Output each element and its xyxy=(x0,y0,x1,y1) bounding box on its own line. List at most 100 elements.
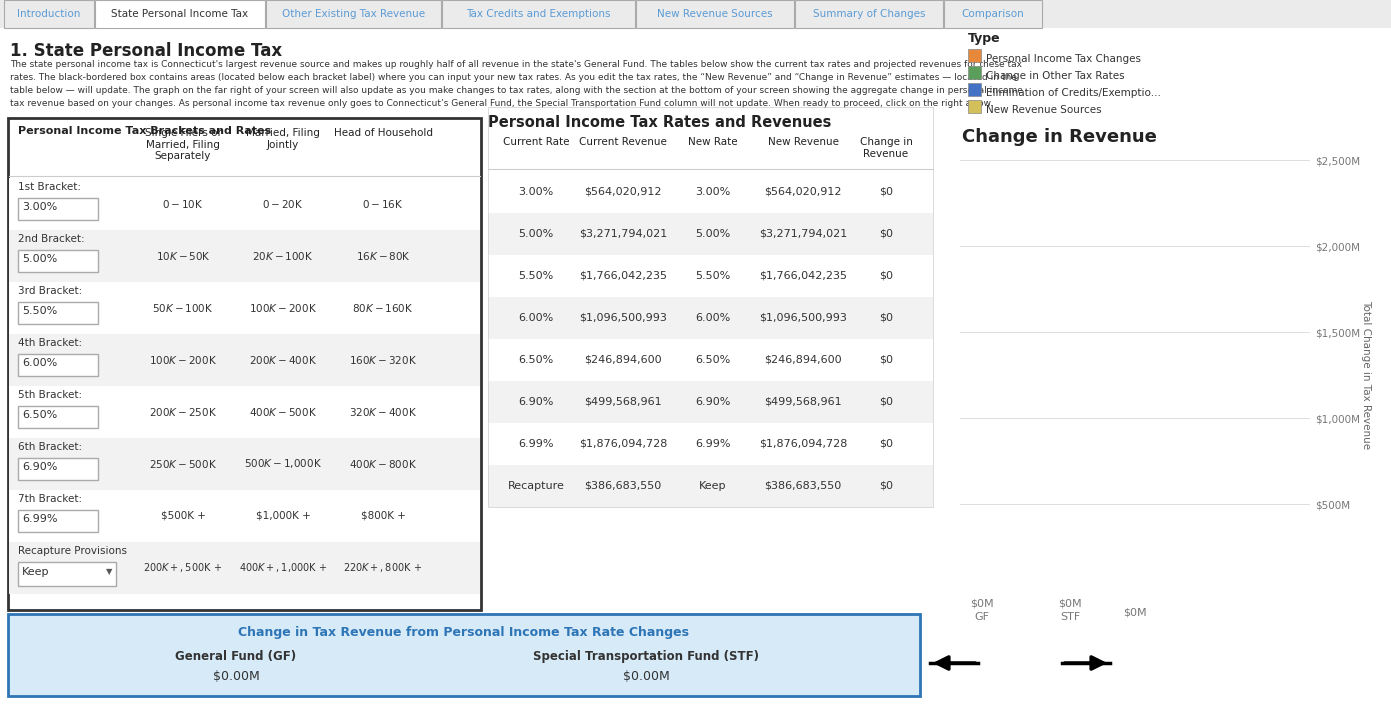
Text: tax revenue based on your changes. As personal income tax revenue only goes to C: tax revenue based on your changes. As pe… xyxy=(10,99,993,108)
Text: $1,096,500,993: $1,096,500,993 xyxy=(579,313,666,323)
Text: 6.99%: 6.99% xyxy=(696,439,730,449)
Text: $499,568,961: $499,568,961 xyxy=(584,397,662,407)
Text: Keep: Keep xyxy=(22,567,50,577)
Text: 6.90%: 6.90% xyxy=(22,462,57,472)
FancyBboxPatch shape xyxy=(18,302,97,324)
Text: Comparison: Comparison xyxy=(961,9,1024,19)
Text: $0: $0 xyxy=(879,271,893,281)
Text: 3.00%: 3.00% xyxy=(696,187,730,197)
Text: $200K - $250K: $200K - $250K xyxy=(149,406,217,418)
FancyBboxPatch shape xyxy=(796,0,943,28)
Text: $20K - $100K: $20K - $100K xyxy=(252,250,314,262)
Text: 5.50%: 5.50% xyxy=(519,271,554,281)
Text: 6.50%: 6.50% xyxy=(696,355,730,365)
Text: Head of Household: Head of Household xyxy=(334,128,433,138)
Text: $500K - $1,000K: $500K - $1,000K xyxy=(243,457,321,470)
Text: $0: $0 xyxy=(879,313,893,323)
Text: $1,766,042,235: $1,766,042,235 xyxy=(759,271,847,281)
Y-axis label: Total Change in Tax Revenue: Total Change in Tax Revenue xyxy=(1362,300,1372,450)
Text: 5.00%: 5.00% xyxy=(519,229,554,239)
Text: 3.00%: 3.00% xyxy=(22,202,57,212)
Text: Recapture: Recapture xyxy=(508,481,565,491)
FancyBboxPatch shape xyxy=(8,282,480,334)
Text: 5.00%: 5.00% xyxy=(696,229,730,239)
Text: $0 - $20K: $0 - $20K xyxy=(263,198,303,210)
Text: Special Transportation Fund (STF): Special Transportation Fund (STF) xyxy=(533,650,759,663)
Text: $0: $0 xyxy=(879,187,893,197)
Text: 6.00%: 6.00% xyxy=(519,313,554,323)
Text: Change in Other Tax Rates: Change in Other Tax Rates xyxy=(986,71,1125,81)
FancyBboxPatch shape xyxy=(18,354,97,376)
Text: $200K +, $500K +: $200K +, $500K + xyxy=(143,561,223,575)
Text: Recapture Provisions: Recapture Provisions xyxy=(18,546,127,556)
Text: 6.00%: 6.00% xyxy=(696,313,730,323)
FancyBboxPatch shape xyxy=(488,339,933,381)
FancyBboxPatch shape xyxy=(8,614,919,696)
Text: $0: $0 xyxy=(879,397,893,407)
Text: 6.99%: 6.99% xyxy=(519,439,554,449)
Text: $1,876,094,728: $1,876,094,728 xyxy=(759,439,847,449)
Text: 6.50%: 6.50% xyxy=(519,355,554,365)
Text: 6.90%: 6.90% xyxy=(519,397,554,407)
Text: Personal Income Tax Changes: Personal Income Tax Changes xyxy=(986,54,1141,64)
Text: Other Existing Tax Revenue: Other Existing Tax Revenue xyxy=(282,9,426,19)
Text: $1,766,042,235: $1,766,042,235 xyxy=(579,271,668,281)
Text: $400K - $500K: $400K - $500K xyxy=(249,406,317,418)
Text: $0: $0 xyxy=(879,439,893,449)
FancyBboxPatch shape xyxy=(18,406,97,428)
Text: STF: STF xyxy=(1060,612,1081,622)
Text: New Revenue: New Revenue xyxy=(768,137,839,147)
Text: $160K - $320K: $160K - $320K xyxy=(349,354,417,366)
FancyBboxPatch shape xyxy=(8,334,480,386)
FancyBboxPatch shape xyxy=(968,66,981,79)
Text: ▼: ▼ xyxy=(106,568,113,576)
Text: Change in Tax Revenue from Personal Income Tax Rate Changes: Change in Tax Revenue from Personal Inco… xyxy=(238,626,690,639)
FancyBboxPatch shape xyxy=(18,510,97,532)
Text: 5.50%: 5.50% xyxy=(22,306,57,316)
Text: $0M: $0M xyxy=(970,598,993,608)
Text: $220K +, $800K +: $220K +, $800K + xyxy=(344,561,423,575)
Text: $0.00M: $0.00M xyxy=(213,670,259,683)
Text: 6.90%: 6.90% xyxy=(696,397,730,407)
Text: $3,271,794,021: $3,271,794,021 xyxy=(579,229,668,239)
Text: Introduction: Introduction xyxy=(17,9,81,19)
FancyBboxPatch shape xyxy=(488,381,933,423)
Text: $0.00M: $0.00M xyxy=(623,670,670,683)
Text: Current Revenue: Current Revenue xyxy=(579,137,666,147)
Text: $0: $0 xyxy=(879,229,893,239)
Text: $80K - $160K: $80K - $160K xyxy=(352,302,413,314)
Text: $250K - $500K: $250K - $500K xyxy=(149,458,217,470)
FancyBboxPatch shape xyxy=(488,297,933,339)
Text: rates. The black-bordered box contains areas (located below each bracket label) : rates. The black-bordered box contains a… xyxy=(10,73,1017,82)
Text: $10K - $50K: $10K - $50K xyxy=(156,250,210,262)
Text: $800K +: $800K + xyxy=(360,511,405,521)
Text: $0: $0 xyxy=(879,355,893,365)
FancyBboxPatch shape xyxy=(8,386,480,438)
Text: Keep: Keep xyxy=(700,481,726,491)
Text: Current Rate: Current Rate xyxy=(502,137,569,147)
FancyBboxPatch shape xyxy=(18,562,115,586)
Text: $200K - $400K: $200K - $400K xyxy=(249,354,317,366)
FancyBboxPatch shape xyxy=(968,49,981,62)
Text: $564,020,912: $564,020,912 xyxy=(764,187,842,197)
Text: $0 - $10K: $0 - $10K xyxy=(163,198,203,210)
FancyBboxPatch shape xyxy=(8,542,480,594)
Text: Summary of Changes: Summary of Changes xyxy=(812,9,925,19)
FancyBboxPatch shape xyxy=(8,490,480,542)
Text: $400K - $800K: $400K - $800K xyxy=(349,458,417,470)
FancyBboxPatch shape xyxy=(8,178,480,230)
Text: 5th Bracket:: 5th Bracket: xyxy=(18,390,82,400)
Text: General Fund (GF): General Fund (GF) xyxy=(175,650,296,663)
Text: $3,271,794,021: $3,271,794,021 xyxy=(759,229,847,239)
FancyBboxPatch shape xyxy=(968,83,981,96)
Text: State Personal Income Tax: State Personal Income Tax xyxy=(111,9,249,19)
Text: Elimination of Credits/Exemptio...: Elimination of Credits/Exemptio... xyxy=(986,88,1161,98)
Text: Personal Income Tax Brackets and Rates: Personal Income Tax Brackets and Rates xyxy=(18,126,271,136)
FancyBboxPatch shape xyxy=(968,100,981,113)
Text: 3rd Bracket:: 3rd Bracket: xyxy=(18,286,82,296)
Text: 1st Bracket:: 1st Bracket: xyxy=(18,182,81,192)
Text: 7th Bracket:: 7th Bracket: xyxy=(18,494,82,504)
FancyBboxPatch shape xyxy=(18,198,97,220)
Text: 6th Bracket:: 6th Bracket: xyxy=(18,442,82,452)
Text: $500K +: $500K + xyxy=(160,511,206,521)
